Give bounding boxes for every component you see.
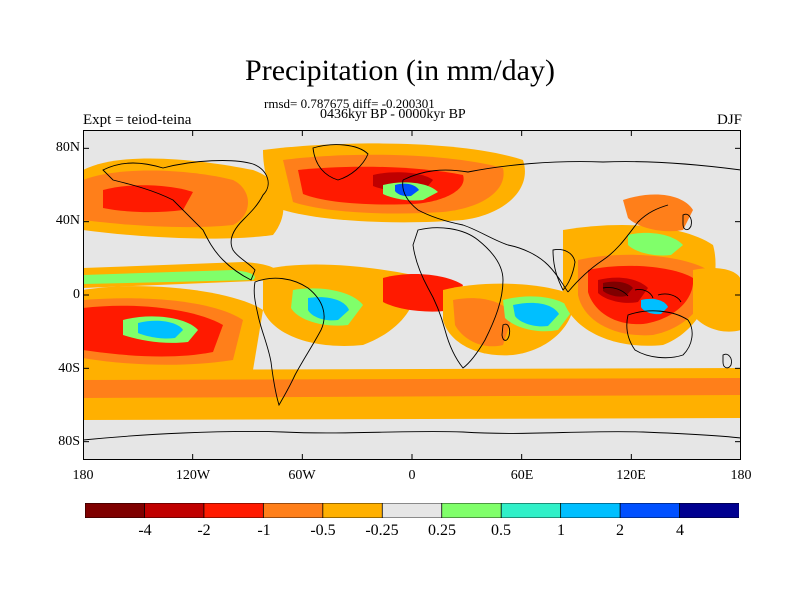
anomaly-region [83,378,741,398]
coastline [312,144,369,181]
anomaly-region [453,298,513,347]
anomaly-region [641,298,668,315]
colorbar-label: -1 [257,522,271,539]
colorbar-swatch [679,503,739,518]
anomaly-region [693,268,741,332]
anomaly-region [623,194,693,232]
coastline [626,310,693,359]
anomaly-region [308,297,349,321]
map-ticks [83,130,741,460]
colorbar-label: 4 [676,522,684,539]
colorbar-swatch [441,503,502,518]
anomaly-region [513,302,559,327]
colorbar-label: 0.25 [428,522,456,539]
anomaly-region [395,183,419,197]
colorbar-label: -2 [197,522,211,539]
colorbar-swatch [619,503,681,518]
coastline [722,353,732,369]
colorbar-label: -0.25 [365,522,399,539]
lat-tick-label: 80S [58,434,80,449]
coastline [412,227,504,369]
coastline [83,431,741,441]
lat-tick-label: 0 [73,287,80,302]
lon-tick-label: 120E [616,468,646,483]
colorbar-swatch [85,503,146,518]
coastline [682,213,692,231]
lon-tick-label: 60E [510,468,534,483]
map-title: Precipitation (in mm/day) [245,54,555,87]
colorbar [85,503,739,518]
experiment-label: Expt = teiod-teina [83,112,192,128]
land-outlines [83,144,741,441]
colorbar-swatch [381,503,443,518]
colorbar-swatch [322,503,383,518]
coastline [102,160,269,281]
colorbar-swatch [144,503,205,518]
coastline [552,249,576,291]
colorbar-label: 1 [557,522,565,539]
lon-tick-label: 180 [730,468,752,483]
anomaly-region [103,185,193,213]
coastline [402,161,741,293]
colorbar-label: 0.5 [491,522,511,539]
colorbar-swatch [262,503,324,518]
lon-tick-label: 60W [288,468,316,483]
time-period-label: 0436kyr BP - 0000kyr BP [320,107,466,122]
lon-tick-label: 120W [175,468,211,483]
colorbar-label: -0.5 [310,522,336,539]
anomaly-region [628,232,683,256]
colorbar-swatch [203,503,265,518]
coastline [602,287,682,303]
anomaly-region [138,320,183,339]
rmsd-diff-stats: rmsd= 0.787675 diff= -0.200301 [264,96,435,111]
lat-tick-label: 40N [55,213,80,228]
lat-tick-label: 40S [58,361,80,376]
precipitation-map [83,130,741,460]
lat-tick-label: 80N [55,140,80,155]
colorbar-label: 2 [616,522,624,539]
colorbar-swatch [560,503,621,518]
colorbar-label: -4 [138,522,152,539]
coastline [501,323,511,341]
season-label: DJF [716,112,742,128]
coastline [253,277,325,407]
anomaly-fields [83,143,741,420]
colorbar-swatch [500,503,562,518]
lon-tick-label: 180 [72,468,94,483]
anomaly-region [83,270,255,284]
lon-tick-label: 0 [408,468,416,483]
